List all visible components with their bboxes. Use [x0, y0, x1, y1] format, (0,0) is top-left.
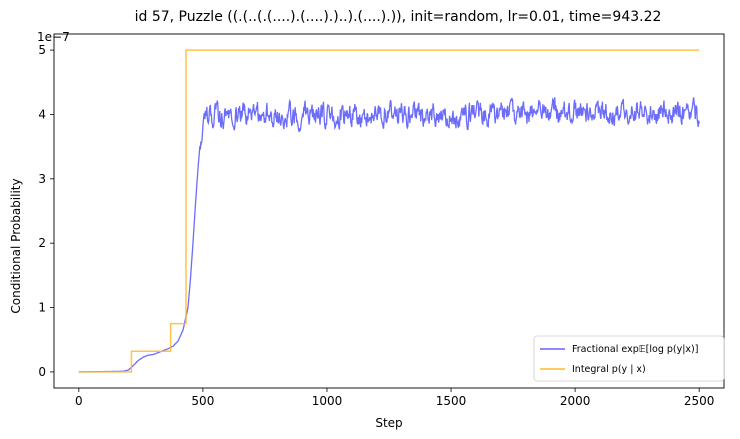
legend-box [533, 335, 725, 382]
plot-lines [78, 49, 700, 373]
x-tick-label: 2500 [684, 394, 715, 408]
series-line-fractional [78, 96, 700, 373]
series-line-integral [78, 49, 700, 373]
x-tick-label: 1000 [312, 394, 343, 408]
y-tick-label: 1 [38, 301, 46, 315]
y-tick-label: 4 [38, 107, 46, 121]
y-tick-label: 3 [38, 172, 46, 186]
x-axis-ticks: 0 500 1000 1500 2000 2500 [75, 388, 714, 408]
x-tick-label: 1500 [436, 394, 467, 408]
y-tick-label: 0 [38, 365, 46, 379]
y-tick-label: 5 [38, 43, 46, 57]
chart-title: id 57, Puzzle ((.(..(.(....).(....).)..)… [135, 9, 662, 25]
y-scale-label: 1e−7 [37, 30, 70, 44]
x-tick-label: 500 [191, 394, 214, 408]
legend-label-integral: Integral p(y | x) [572, 364, 646, 375]
legend-label-fractional: Fractional exp𝔼[log p(y|x)] [572, 344, 698, 355]
plot-frame [53, 33, 725, 389]
y-axis-ticks: 0 1 2 3 4 5 [38, 43, 54, 379]
y-tick-label: 2 [38, 236, 46, 250]
x-tick-label: 2000 [560, 394, 591, 408]
legend: Fractional exp𝔼[log p(y|x)] Integral p(y… [533, 335, 725, 382]
x-axis-label: Step [375, 416, 402, 430]
y-axis-label: Conditional Probability [9, 178, 23, 313]
x-tick-label: 0 [75, 394, 83, 408]
